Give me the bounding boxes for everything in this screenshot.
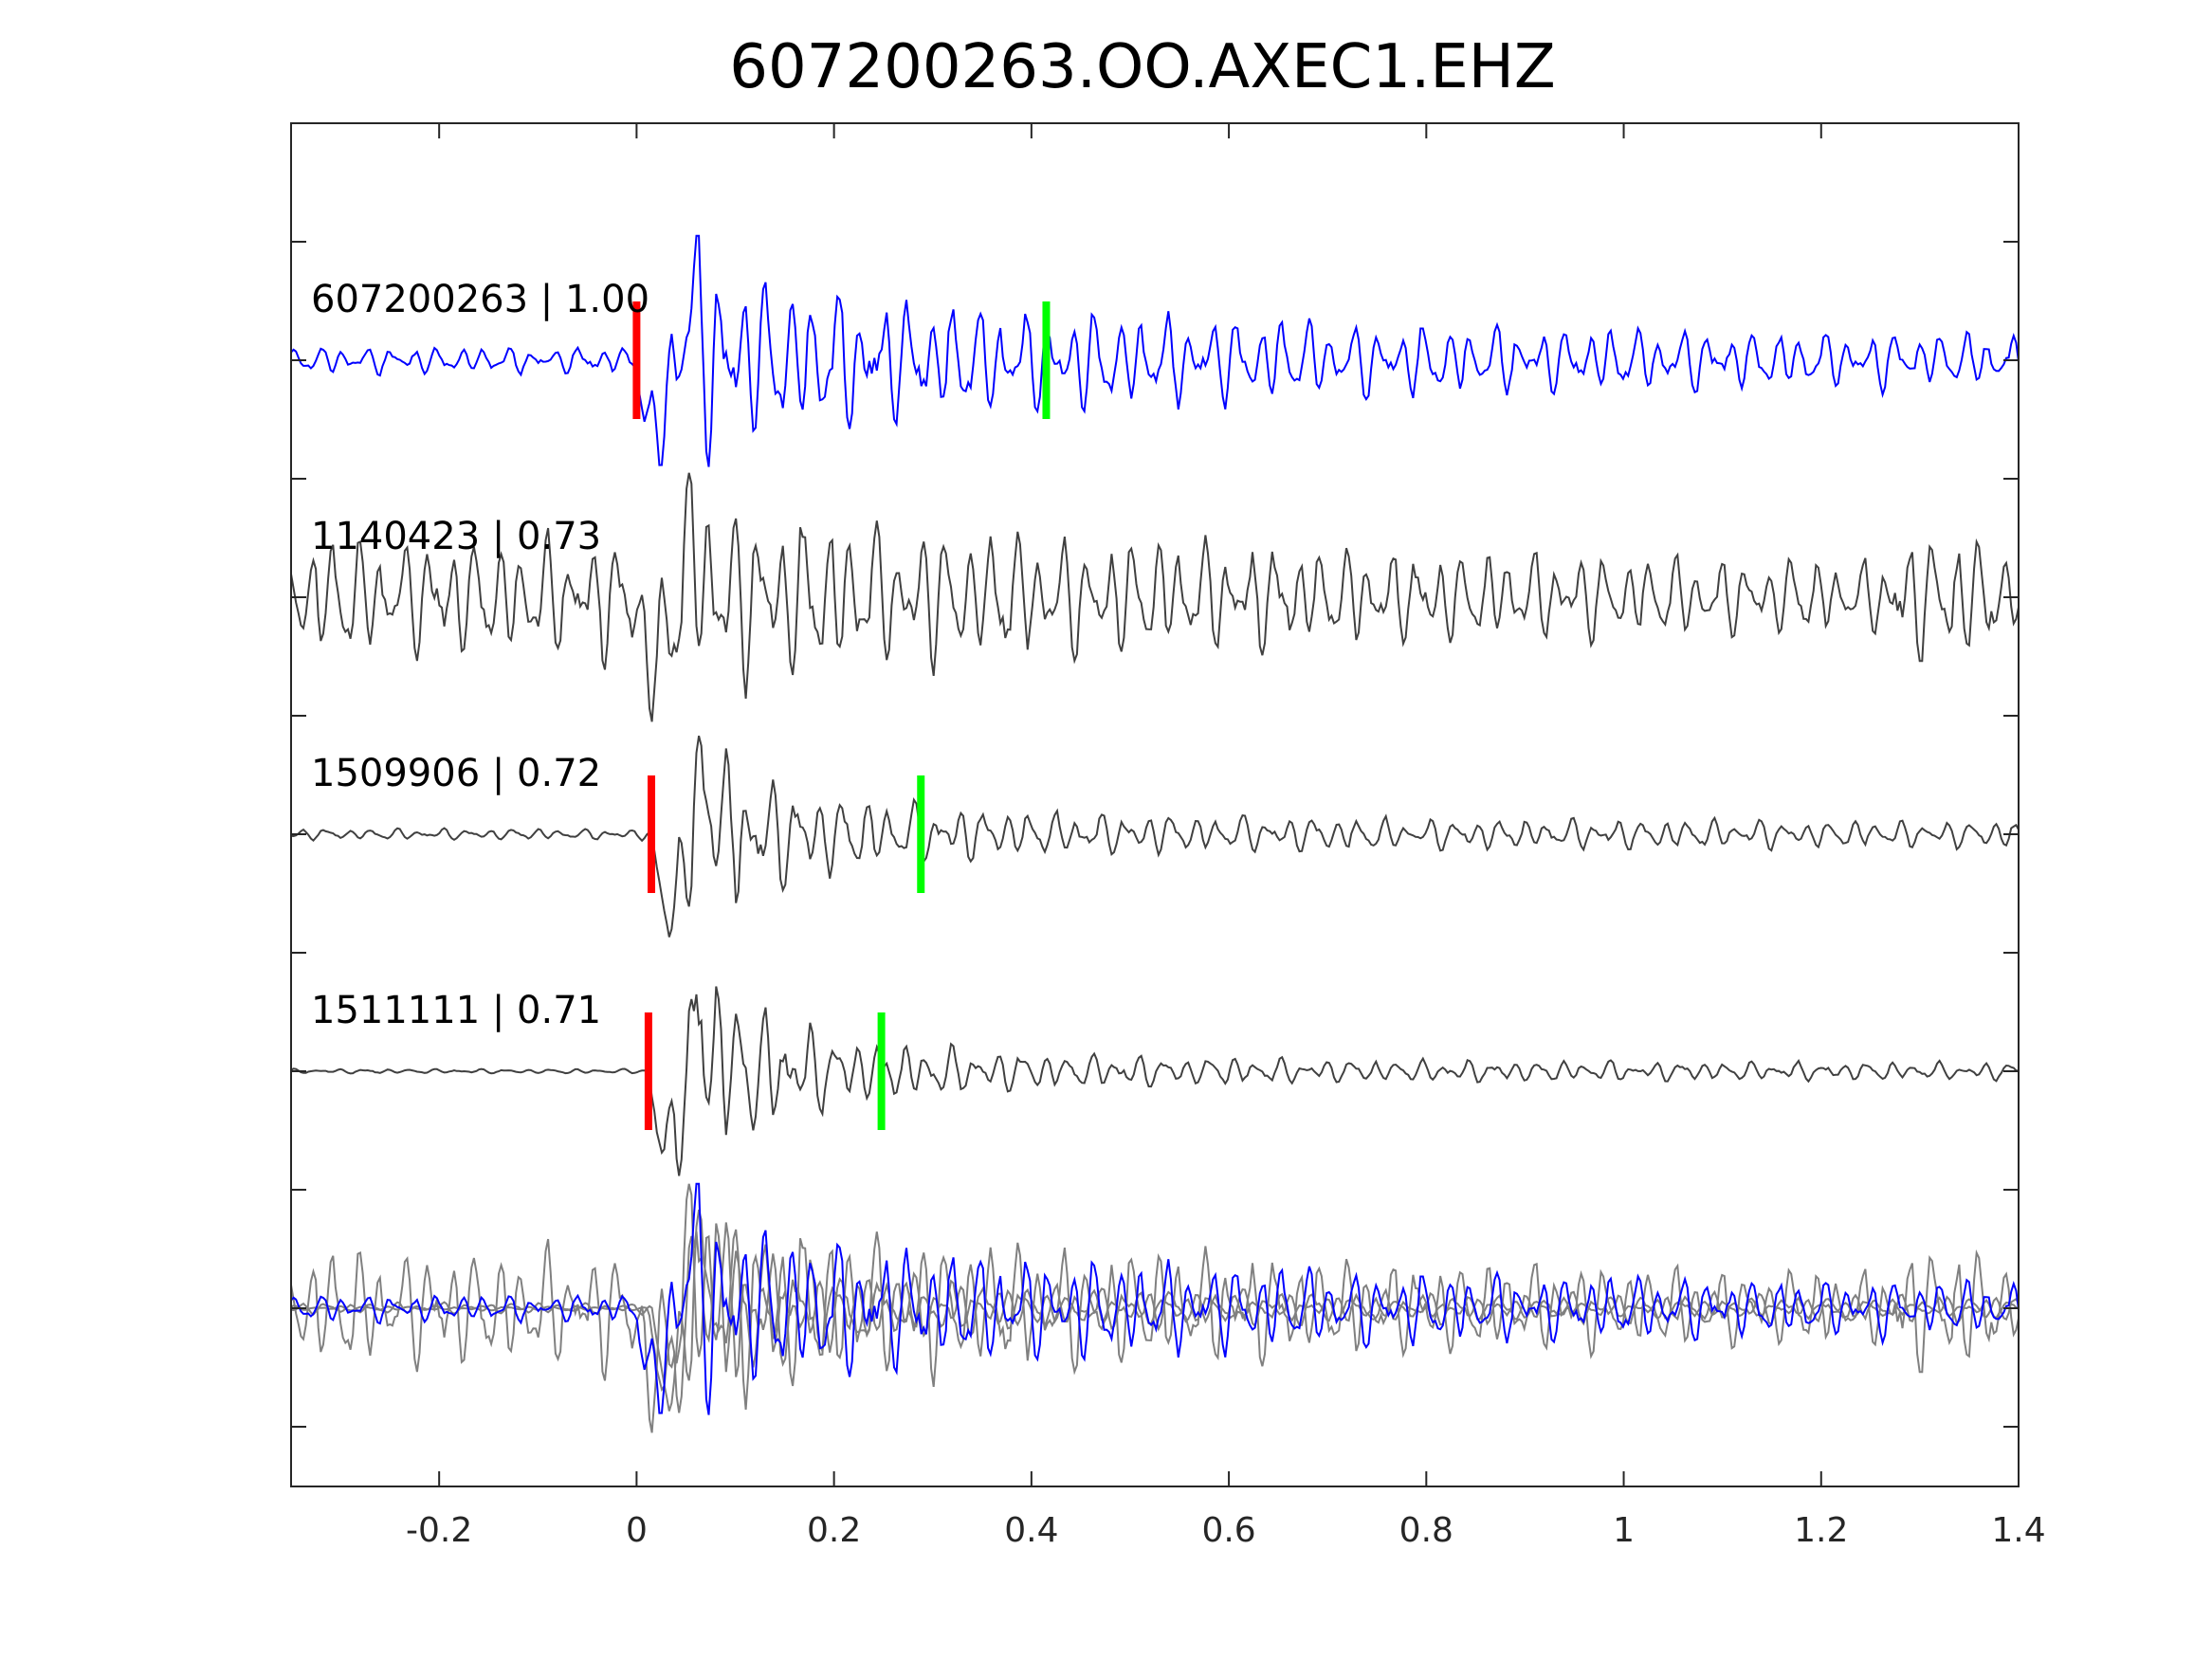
x-tick-label: 0.6	[1201, 1511, 1255, 1550]
trace-label-1140423: 1140423 | 0.73	[311, 515, 601, 558]
phase-picks	[632, 301, 1051, 1130]
overlay-trace-1511111	[290, 1223, 2020, 1413]
axes-frame	[290, 122, 2020, 1487]
trace-line-1509906	[290, 735, 2020, 938]
plot-area-background	[291, 123, 2019, 1486]
x-tick-label: 0.2	[807, 1511, 861, 1550]
trace-label-607200263: 607200263 | 1.00	[311, 278, 649, 321]
trace-line-1511111	[290, 986, 2020, 1176]
waveform-traces	[290, 234, 2020, 1433]
x-tick-label: 0.4	[1004, 1511, 1058, 1550]
x-tick-label: 0.8	[1399, 1511, 1453, 1550]
x-tick-label: 0	[626, 1511, 648, 1550]
trace-line-1140423	[290, 472, 2020, 722]
chart-title: 607200263.OO.AXEC1.EHZ	[729, 32, 1556, 102]
trace-labels: 607200263 | 1.00 1140423 | 0.73 1509906 | …	[311, 278, 649, 1032]
x-tick-label: 1	[1613, 1511, 1635, 1550]
x-tick-label: 1.2	[1794, 1511, 1848, 1550]
trace-line-607200263	[290, 234, 2020, 467]
overlay-trace-1140423	[290, 1183, 2020, 1433]
overlay-trace-607200263	[290, 1182, 2020, 1415]
x-tick-label: 1.4	[1991, 1511, 2045, 1550]
trace-label-1511111: 1511111 | 0.71	[311, 989, 601, 1032]
x-tick-label: -0.2	[406, 1511, 472, 1550]
trace-label-1509906: 1509906 | 0.72	[311, 752, 601, 795]
axis-ticks: -0.2 0 0.2 0.4 0.6 0.8 1 1.2 1.4	[291, 123, 2046, 1550]
